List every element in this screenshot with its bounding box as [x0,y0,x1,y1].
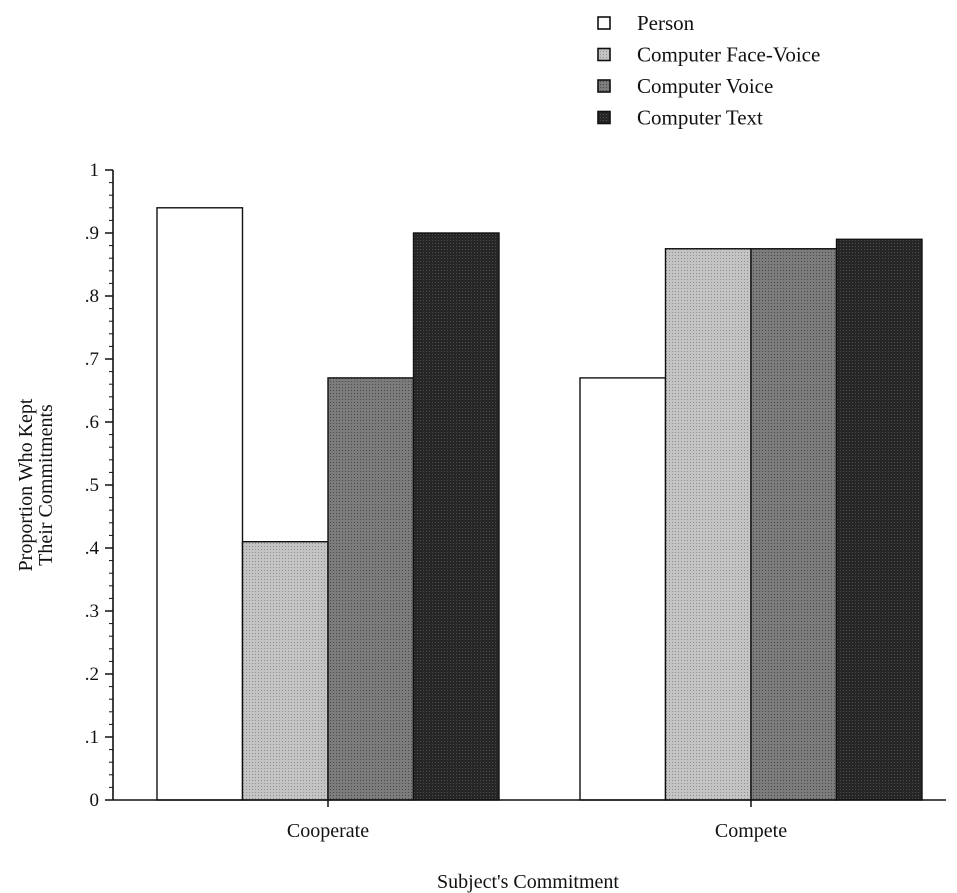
legend-label: Computer Face-Voice [637,43,820,67]
bar-compete-computer-voice [750,248,838,801]
bar-cooperate-computer-face-voice [241,541,329,801]
bar-compete-person [579,377,667,801]
y-tick-label: .4 [85,538,100,559]
y-axis-ticks: 0 .1 .2 .3 .4 .5 .6 .7 .8 .9 1 [85,160,113,811]
legend: Person Computer Face-Voice Computer Voice C… [597,11,820,130]
bars-group [156,207,923,801]
y-tick-label: .3 [85,601,99,622]
legend-swatch [597,110,611,125]
x-category-label: Compete [715,820,787,842]
bar-cooperate-computer-voice [327,377,415,801]
legend-label: Computer Voice [637,74,773,98]
y-axis-title: Proportion Who Kept Their Commitments [15,398,57,571]
bar-compete-computer-face-voice [664,248,752,801]
y-tick-label: .9 [85,223,99,244]
legend-swatch [597,16,611,30]
bar-cooperate-computer-text [412,232,500,801]
legend-swatch [597,47,611,62]
x-category-label: Cooperate [287,820,369,842]
y-tick-label: 1 [90,160,100,181]
legend-label: Person [637,11,695,35]
y-tick-label: .7 [85,349,99,370]
y-tick-label: .1 [85,727,99,748]
y-tick-label: 0 [90,790,100,811]
y-axis-title-line-2: Their Commitments [35,404,57,566]
y-axis-title-line-1: Proportion Who Kept [15,398,37,571]
y-tick-label: .8 [85,286,99,307]
x-axis-labels: Cooperate Compete [287,800,787,842]
bar-compete-computer-text [835,238,923,801]
legend-swatch [597,79,611,93]
y-tick-label: .5 [85,475,99,496]
bar-cooperate-person [156,207,244,801]
legend-label: Computer Text [637,106,763,130]
y-tick-label: .2 [85,664,99,685]
x-axis-title: Subject's Commitment [437,871,619,893]
y-tick-label: .6 [85,412,99,433]
